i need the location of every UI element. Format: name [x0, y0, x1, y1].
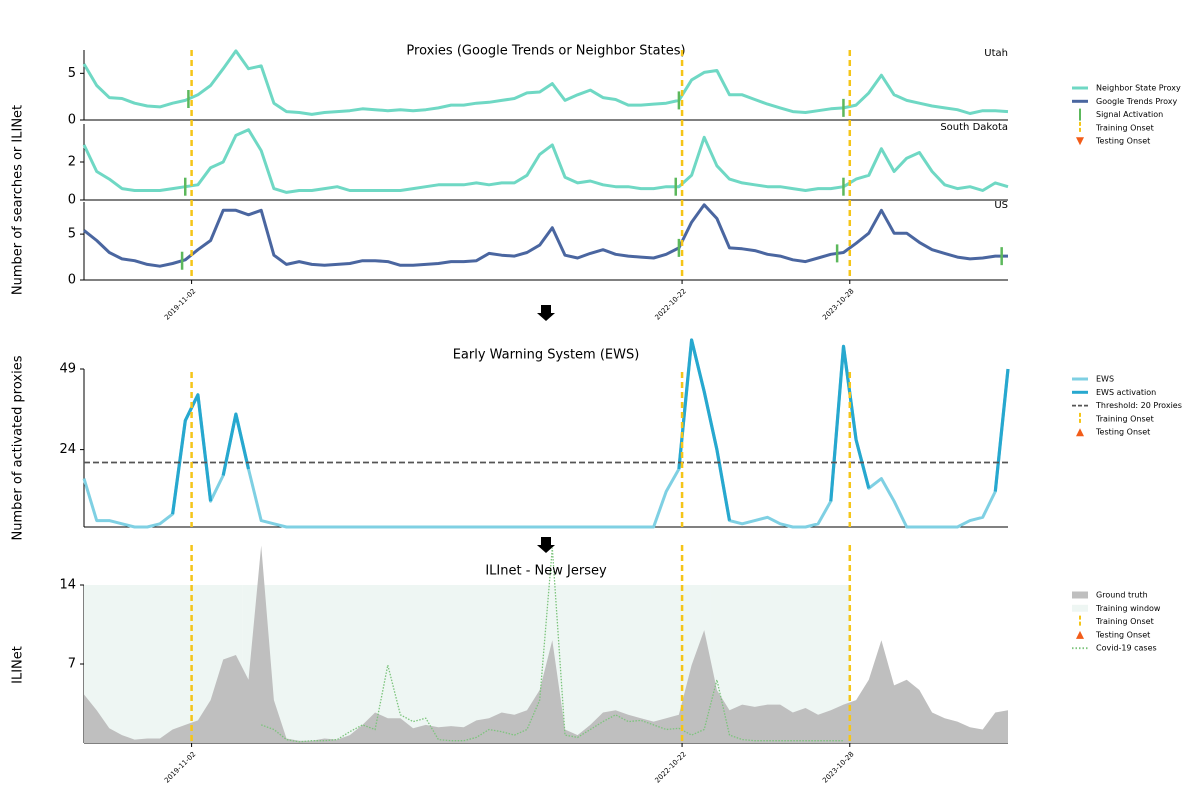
legend-marker — [1076, 137, 1084, 146]
legend-label: Covid-19 cases — [1096, 644, 1157, 653]
y-tick-label: 2 — [68, 155, 76, 170]
chart-title: Proxies (Google Trends or Neighbor State… — [406, 44, 685, 59]
y-tick-label: 0 — [68, 193, 76, 208]
y-tick-label: 14 — [59, 578, 76, 593]
legend-label: Signal Activation — [1096, 110, 1163, 119]
activation-line — [171, 338, 1010, 521]
legend-label: EWS — [1096, 375, 1114, 384]
x-tick-label: 2022-10-22 — [653, 287, 687, 321]
y-tick-label: 5 — [68, 227, 76, 242]
legend-marker — [1076, 630, 1084, 639]
legend-label: Testing Onset — [1095, 428, 1150, 437]
flow-arrow — [537, 537, 555, 553]
y-tick-label: 7 — [68, 657, 76, 672]
series-line — [82, 128, 1009, 194]
series-line — [82, 338, 1010, 529]
x-tick-label: 2022-10-22 — [653, 750, 687, 784]
y-tick-label: 24 — [59, 442, 76, 457]
y-tick-label: 5 — [68, 66, 76, 81]
legend-marker — [1072, 591, 1088, 599]
y-tick-label: 0 — [68, 113, 76, 128]
series-line — [82, 49, 1009, 116]
legend-label: Ground truth — [1096, 591, 1148, 600]
panel-label: South Dakota — [940, 122, 1008, 133]
y-tick-label: 49 — [59, 362, 76, 377]
legend-label: Training Onset — [1095, 123, 1154, 132]
legend-label: Training window — [1095, 604, 1161, 613]
y-axis-label: Number of searches or ILINet — [11, 105, 26, 295]
x-tick-label: 2023-10-28 — [821, 750, 855, 784]
legend-label: Testing Onset — [1095, 630, 1150, 639]
legend-label: Google Trends Proxy — [1096, 97, 1178, 106]
y-tick-label: 0 — [68, 273, 76, 288]
y-axis-label: ILINet — [11, 646, 26, 684]
series-line — [83, 203, 1008, 268]
legend-label: EWS activation — [1096, 388, 1156, 397]
chart-title: ILInet - New Jersey — [485, 564, 607, 579]
legend-label: Neighbor State Proxy — [1096, 84, 1181, 93]
ground-truth-area — [84, 545, 1008, 743]
chart-title: Early Warning System (EWS) — [453, 348, 640, 363]
y-axis-label: Number of activated proxies — [11, 355, 26, 540]
x-tick-label: 2019-11-02 — [163, 750, 197, 784]
x-tick-label: 2023-10-28 — [821, 287, 855, 321]
legend-marker — [1076, 428, 1084, 437]
legend-label: Training Onset — [1095, 617, 1154, 626]
legend-marker — [1072, 604, 1088, 612]
legend-label: Testing Onset — [1095, 137, 1150, 146]
legend-label: Threshold: 20 Proxies — [1095, 401, 1182, 410]
x-tick-label: 2019-11-02 — [163, 287, 197, 321]
panel-label: US — [994, 200, 1008, 211]
legend-label: Training Onset — [1095, 414, 1154, 423]
covid-line — [260, 547, 844, 743]
flow-arrow — [537, 305, 555, 321]
panel-label: Utah — [984, 48, 1008, 59]
